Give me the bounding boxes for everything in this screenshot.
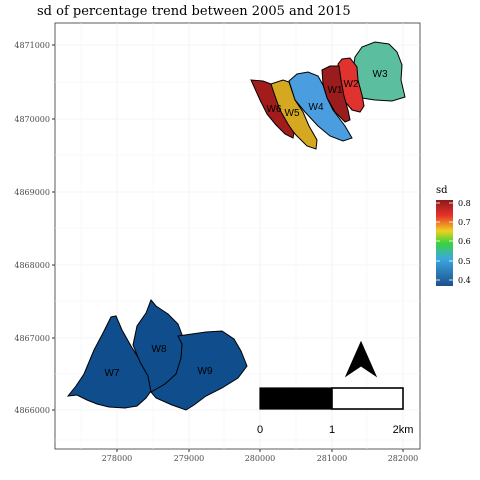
scale-label: 0 [257,424,263,436]
x-tick-label: 281000 [317,454,348,463]
polygon-label-w1: W1 [328,85,343,96]
y-tick-label: 4867000 [14,334,50,343]
y-tick-label: 4871000 [14,41,50,50]
x-tick-label: 278000 [102,454,133,463]
legend-title: sd [436,185,448,196]
map-title: sd of percentage trend between 2005 and … [37,4,351,19]
legend-label: 0.4 [458,276,471,285]
legend-label: 0.6 [458,237,471,246]
scale-label: 2km [393,424,414,436]
y-tick-label: 4866000 [14,406,50,415]
scale-label: 1 [329,424,335,436]
y-tick-label: 4869000 [14,188,50,197]
legend-label: 0.8 [458,199,471,208]
polygon-w6[interactable] [250,79,295,139]
scale-bar-segment-black [259,387,333,410]
legend-label: 0.7 [458,218,471,227]
legend-label: 0.5 [458,257,471,266]
polygon-label-w2: W2 [344,79,359,90]
polygon-label-w3: W3 [373,69,388,80]
x-tick-label: 279000 [174,454,205,463]
polygon-w9[interactable] [150,330,248,411]
x-tick-label: 282000 [388,454,419,463]
polygon-layer-south [66,299,248,411]
scale-bar-segment-white [331,387,404,410]
polygon-w4[interactable] [288,71,353,142]
legend: sd 0.8 0.7 0.6 0.5 0.4 [436,185,471,286]
polygon-label-w5: W5 [285,108,300,119]
scale-bar: 0 1 2km [257,387,414,436]
y-tick-label: 4868000 [14,261,50,270]
y-tick-label: 4870000 [14,115,50,124]
polygon-labels: W3 W2 W1 W4 W5 W6 W7 W8 W9 [105,69,388,379]
north-arrow-icon [344,340,378,378]
y-axis: 4871000 4870000 4869000 4868000 4867000 … [14,41,55,415]
polygon-label-w4: W4 [309,102,324,113]
polygon-label-w8: W8 [152,344,167,355]
x-axis: 278000 279000 280000 281000 282000 [102,449,419,463]
x-tick-label: 280000 [245,454,276,463]
polygon-label-w7: W7 [105,368,120,379]
polygon-label-w6: W6 [267,104,282,115]
polygon-layer [250,41,406,150]
legend-colorbar [436,200,453,286]
polygon-label-w9: W9 [198,366,213,377]
